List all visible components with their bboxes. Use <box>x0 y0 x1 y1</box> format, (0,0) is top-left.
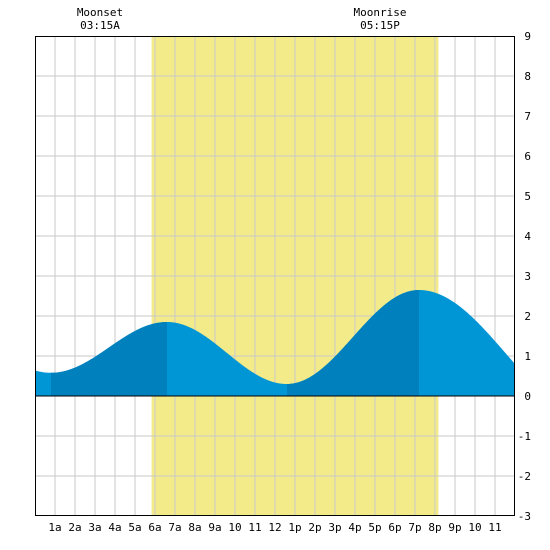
tide-rising-segment <box>51 322 167 396</box>
y-tick-label: 1 <box>524 350 531 363</box>
plot-frame <box>35 36 515 516</box>
x-tick-label: 9p <box>448 521 461 534</box>
x-tick-label: 6a <box>148 521 161 534</box>
y-tick-label: -3 <box>518 510 531 523</box>
x-tick-label: 12 <box>268 521 281 534</box>
x-tick-label: 7a <box>168 521 181 534</box>
y-tick-label: -2 <box>518 470 531 483</box>
x-tick-label: 2p <box>308 521 321 534</box>
y-axis-ticks: 9 8 7 6 5 4 3 2 1 0 -1 -2 -3 <box>518 30 532 523</box>
y-tick-label: 7 <box>524 110 531 123</box>
moon-event-label: Moonset <box>77 6 123 19</box>
x-tick-label: 11 <box>248 521 261 534</box>
tide-rising-segment <box>287 290 419 396</box>
y-tick-label: -1 <box>518 430 531 443</box>
tide-area-dark-segments <box>51 290 419 396</box>
x-tick-label: 6p <box>388 521 401 534</box>
x-tick-label: 4a <box>108 521 121 534</box>
x-tick-label: 8a <box>188 521 201 534</box>
x-tick-label: 7p <box>408 521 421 534</box>
x-tick-label: 11 <box>488 521 501 534</box>
x-tick-label: 4p <box>348 521 361 534</box>
x-tick-label: 2a <box>68 521 81 534</box>
y-tick-label: 0 <box>524 390 531 403</box>
y-tick-label: 3 <box>524 270 531 283</box>
grid-lines <box>35 36 515 516</box>
y-tick-label: 4 <box>524 230 531 243</box>
moon-event-label: Moonrise <box>354 6 407 19</box>
moon-event-time: 03:15A <box>80 19 120 32</box>
x-tick-label: 10 <box>468 521 481 534</box>
y-tick-label: 6 <box>524 150 531 163</box>
x-tick-label: 3a <box>88 521 101 534</box>
x-tick-label: 9a <box>208 521 221 534</box>
x-tick-label: 5p <box>368 521 381 534</box>
moon-event-time: 05:15P <box>360 19 400 32</box>
x-tick-label: 1p <box>288 521 301 534</box>
y-tick-label: 5 <box>524 190 531 203</box>
x-tick-label: 5a <box>128 521 141 534</box>
y-tick-label: 2 <box>524 310 531 323</box>
x-tick-label: 10 <box>228 521 241 534</box>
x-tick-label: 3p <box>328 521 341 534</box>
x-tick-label: 8p <box>428 521 441 534</box>
x-tick-label: 1a <box>48 521 61 534</box>
x-axis-ticks: 1a 2a 3a 4a 5a 6a 7a 8a 9a 10 11 12 1p 2p 3p 4p 5p 6p 7p 8p… <box>48 521 501 534</box>
y-tick-label: 8 <box>524 70 531 83</box>
y-tick-label: 9 <box>524 30 531 43</box>
